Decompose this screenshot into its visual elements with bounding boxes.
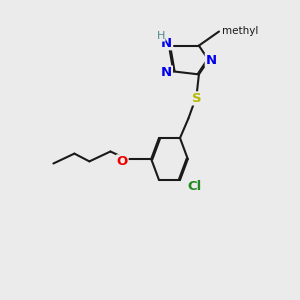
Text: N: N [161,66,172,79]
Text: O: O [117,155,128,168]
Text: methyl: methyl [222,26,258,36]
Text: H: H [157,31,165,41]
Text: N: N [161,37,172,50]
Text: Cl: Cl [187,180,202,194]
Text: S: S [192,92,202,105]
Text: N: N [205,53,217,67]
